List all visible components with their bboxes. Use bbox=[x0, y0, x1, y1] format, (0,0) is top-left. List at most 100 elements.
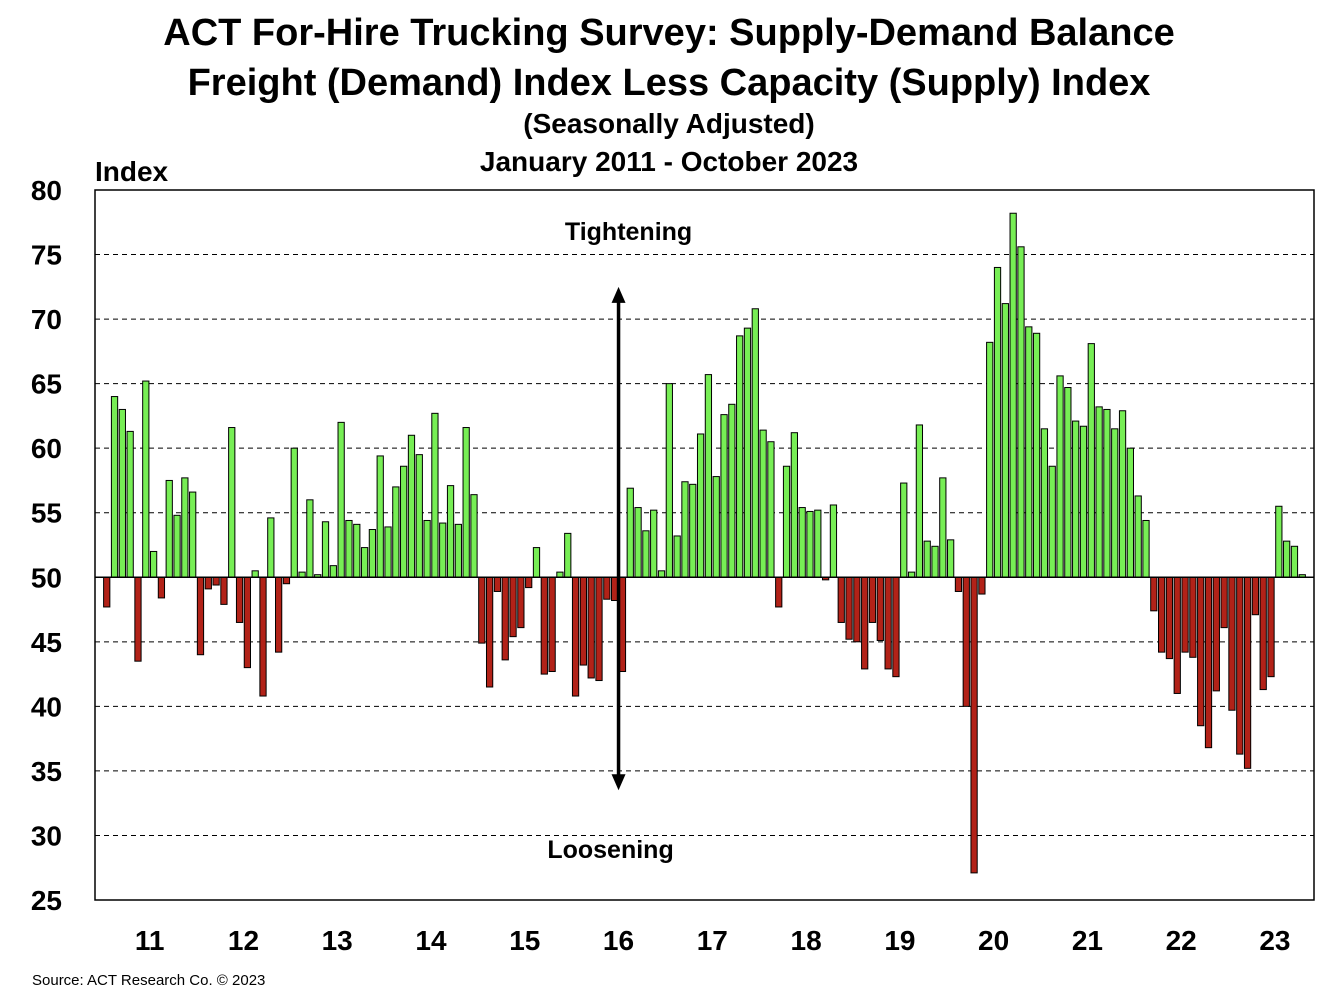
bar bbox=[704, 374, 713, 578]
bar bbox=[290, 447, 298, 578]
bar bbox=[900, 482, 908, 578]
bar bbox=[485, 576, 494, 688]
plot-frame bbox=[94, 189, 1315, 901]
bar bbox=[650, 509, 658, 578]
bar bbox=[126, 430, 134, 578]
x-tick-label: 15 bbox=[509, 925, 540, 956]
x-tick-label: 13 bbox=[322, 925, 353, 956]
x-tick-label: 23 bbox=[1259, 925, 1290, 956]
bar bbox=[415, 454, 423, 578]
y-tick-label: 70 bbox=[31, 304, 62, 335]
bar bbox=[1103, 408, 1111, 578]
bar bbox=[603, 576, 611, 600]
bar bbox=[1158, 576, 1166, 653]
y-tick-label: 50 bbox=[31, 562, 62, 593]
annotation-loosening: Loosening bbox=[547, 836, 673, 864]
bar bbox=[400, 465, 408, 578]
bar bbox=[243, 576, 251, 669]
bar bbox=[1228, 576, 1236, 711]
bar bbox=[353, 523, 361, 578]
bar bbox=[134, 576, 142, 662]
bar bbox=[1134, 495, 1142, 578]
bar bbox=[525, 576, 533, 589]
bar bbox=[829, 504, 838, 578]
chart-subtitle-adjustment: (Seasonally Adjusted) bbox=[523, 108, 815, 139]
bar bbox=[384, 526, 392, 578]
bar bbox=[962, 576, 970, 707]
bar bbox=[1072, 420, 1080, 578]
bar bbox=[892, 576, 900, 678]
bar bbox=[853, 576, 861, 643]
chart-date-range: January 2011 - October 2023 bbox=[479, 146, 859, 177]
bar bbox=[376, 455, 384, 578]
bar bbox=[345, 519, 353, 578]
bar bbox=[532, 547, 541, 578]
bar bbox=[103, 576, 111, 608]
bar bbox=[736, 335, 744, 578]
bar bbox=[1251, 576, 1260, 616]
bar bbox=[212, 576, 220, 586]
bar bbox=[454, 523, 462, 578]
bar bbox=[1025, 326, 1033, 578]
bar bbox=[501, 576, 509, 661]
x-tick-label: 19 bbox=[884, 925, 915, 956]
bar bbox=[775, 576, 783, 608]
y-tick-label: 30 bbox=[31, 820, 62, 851]
bar bbox=[1095, 406, 1103, 578]
bar bbox=[696, 433, 705, 578]
arrow-head-up bbox=[611, 286, 626, 303]
y-tick-label: 80 bbox=[31, 175, 62, 206]
bar bbox=[1040, 428, 1049, 578]
bar bbox=[1220, 576, 1228, 629]
x-tick-label: 11 bbox=[135, 925, 165, 956]
bar bbox=[947, 539, 955, 578]
bar bbox=[1118, 410, 1127, 578]
bar bbox=[837, 576, 845, 623]
bar-series bbox=[103, 212, 1306, 874]
x-tick-label: 20 bbox=[978, 925, 1009, 956]
bar bbox=[189, 491, 197, 578]
bar bbox=[275, 576, 283, 653]
bar bbox=[267, 517, 275, 578]
bar bbox=[1079, 425, 1088, 578]
bar bbox=[149, 550, 158, 578]
bar bbox=[1017, 246, 1025, 578]
bar bbox=[767, 441, 775, 578]
bar bbox=[657, 570, 666, 578]
bar bbox=[665, 383, 673, 578]
bar bbox=[1197, 576, 1205, 727]
bar bbox=[368, 529, 377, 578]
bar bbox=[337, 421, 345, 578]
bar bbox=[970, 576, 978, 874]
bar bbox=[939, 477, 947, 578]
bar bbox=[1165, 576, 1174, 660]
bar bbox=[689, 483, 697, 578]
bar bbox=[681, 481, 689, 578]
bar bbox=[517, 576, 525, 629]
bar bbox=[431, 412, 439, 578]
bar bbox=[1048, 465, 1056, 578]
bar bbox=[540, 576, 548, 675]
bar bbox=[931, 545, 939, 578]
bar bbox=[118, 408, 126, 578]
x-tick-label: 18 bbox=[791, 925, 822, 956]
x-tick-label: 17 bbox=[697, 925, 728, 956]
y-tick-label: 60 bbox=[31, 433, 62, 464]
bar bbox=[1032, 332, 1041, 578]
bar bbox=[110, 396, 119, 578]
bar bbox=[993, 266, 1002, 578]
y-tick-label: 45 bbox=[31, 627, 62, 658]
x-tick-label: 21 bbox=[1072, 925, 1103, 956]
bar bbox=[579, 576, 588, 666]
bar bbox=[1001, 303, 1009, 578]
bar bbox=[743, 327, 752, 578]
bar bbox=[673, 535, 681, 578]
bar bbox=[587, 576, 595, 679]
bar bbox=[439, 522, 447, 578]
y-tick-label: 40 bbox=[31, 691, 62, 722]
bar bbox=[235, 576, 244, 623]
bar bbox=[1173, 576, 1181, 694]
bar bbox=[884, 576, 892, 670]
bar bbox=[1204, 576, 1213, 749]
bar bbox=[329, 565, 337, 578]
